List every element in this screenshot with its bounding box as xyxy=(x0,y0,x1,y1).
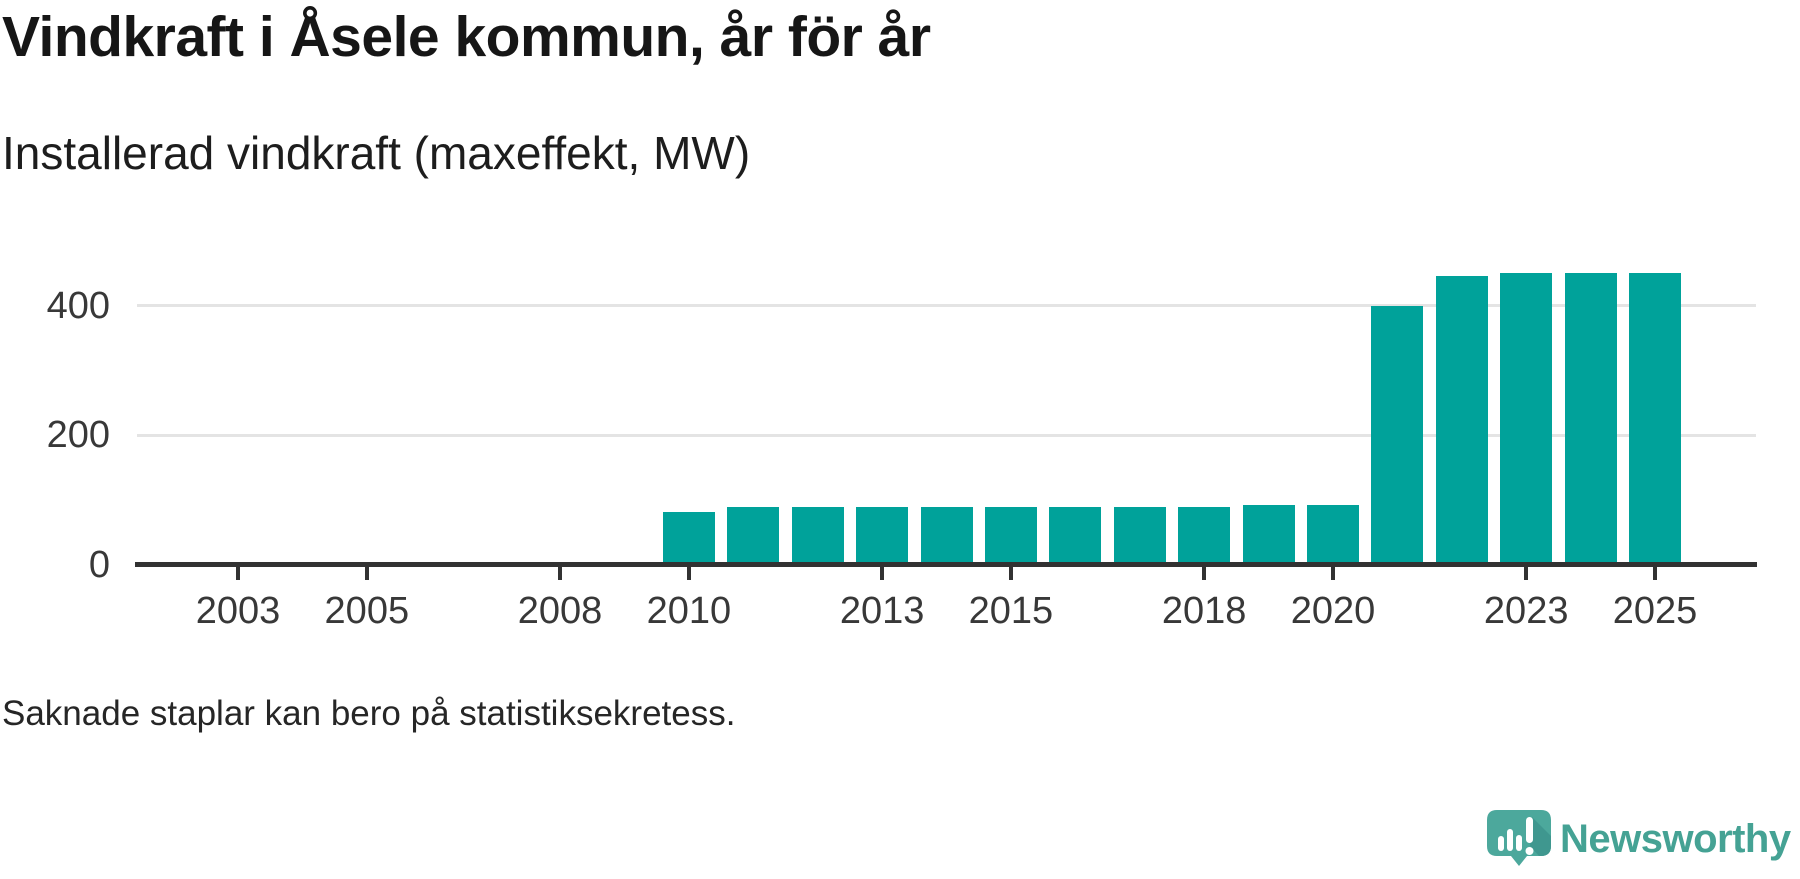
x-tick-2003 xyxy=(236,567,240,580)
footnote: Saknade staplar kan bero på statistiksek… xyxy=(2,694,736,733)
x-tick-2010 xyxy=(686,567,691,580)
x-tick-2015 xyxy=(1008,567,1013,580)
y-tick-label-0: 0 xyxy=(88,543,110,586)
bar-2014 xyxy=(920,507,973,563)
x-tick-label-2013: 2013 xyxy=(839,590,925,632)
x-tick-2018 xyxy=(1202,567,1207,580)
x-tick-label-2015: 2015 xyxy=(968,590,1054,632)
bar-2019 xyxy=(1242,505,1295,563)
bar-2024 xyxy=(1564,272,1617,563)
bar-2025 xyxy=(1629,272,1682,563)
chart-subtitle: Installerad vindkraft (maxeffekt, MW) xyxy=(2,127,751,179)
bar-2022 xyxy=(1435,276,1488,563)
chart-title: Vindkraft i Åsele kommun, år för år xyxy=(2,5,931,69)
bar-2018 xyxy=(1178,506,1231,563)
gridline-200 xyxy=(137,433,1756,437)
bar-2015 xyxy=(984,507,1037,563)
newsworthy-logo: Newsworthy xyxy=(1487,810,1791,868)
x-tick-2008 xyxy=(558,567,563,580)
x-tick-2005 xyxy=(364,567,369,580)
y-tick-label-400: 400 xyxy=(46,284,110,327)
x-tick-label-2023: 2023 xyxy=(1483,590,1569,632)
x-tick-label-2018: 2018 xyxy=(1161,590,1247,632)
bar-2013 xyxy=(856,507,909,563)
bar-2012 xyxy=(791,507,844,563)
bar-2020 xyxy=(1306,505,1359,563)
bar-2021 xyxy=(1371,305,1424,563)
x-tick-2013 xyxy=(880,567,885,580)
x-tick-label-2010: 2010 xyxy=(646,590,732,632)
x-axis-line xyxy=(135,562,1757,567)
x-tick-label-2020: 2020 xyxy=(1290,590,1376,632)
x-tick-label-2025: 2025 xyxy=(1612,590,1698,632)
newsworthy-wordmark: Newsworthy xyxy=(1560,816,1791,861)
x-tick-label-2005: 2005 xyxy=(324,590,410,632)
gridline-400 xyxy=(137,304,1756,307)
y-tick-label-200: 200 xyxy=(46,414,110,456)
x-tick-2025 xyxy=(1653,567,1658,580)
x-tick-label-2008: 2008 xyxy=(517,590,603,632)
bar-2023 xyxy=(1500,272,1553,563)
bar-2010 xyxy=(662,512,715,563)
x-tick-2023 xyxy=(1524,567,1529,580)
bar-2016 xyxy=(1049,507,1102,563)
x-tick-label-2003: 2003 xyxy=(195,590,281,632)
x-tick-2020 xyxy=(1330,567,1335,580)
newsworthy-speech-bubble-chart-icon xyxy=(1487,810,1551,866)
bar-2017 xyxy=(1113,506,1166,563)
bar-2011 xyxy=(727,507,780,563)
